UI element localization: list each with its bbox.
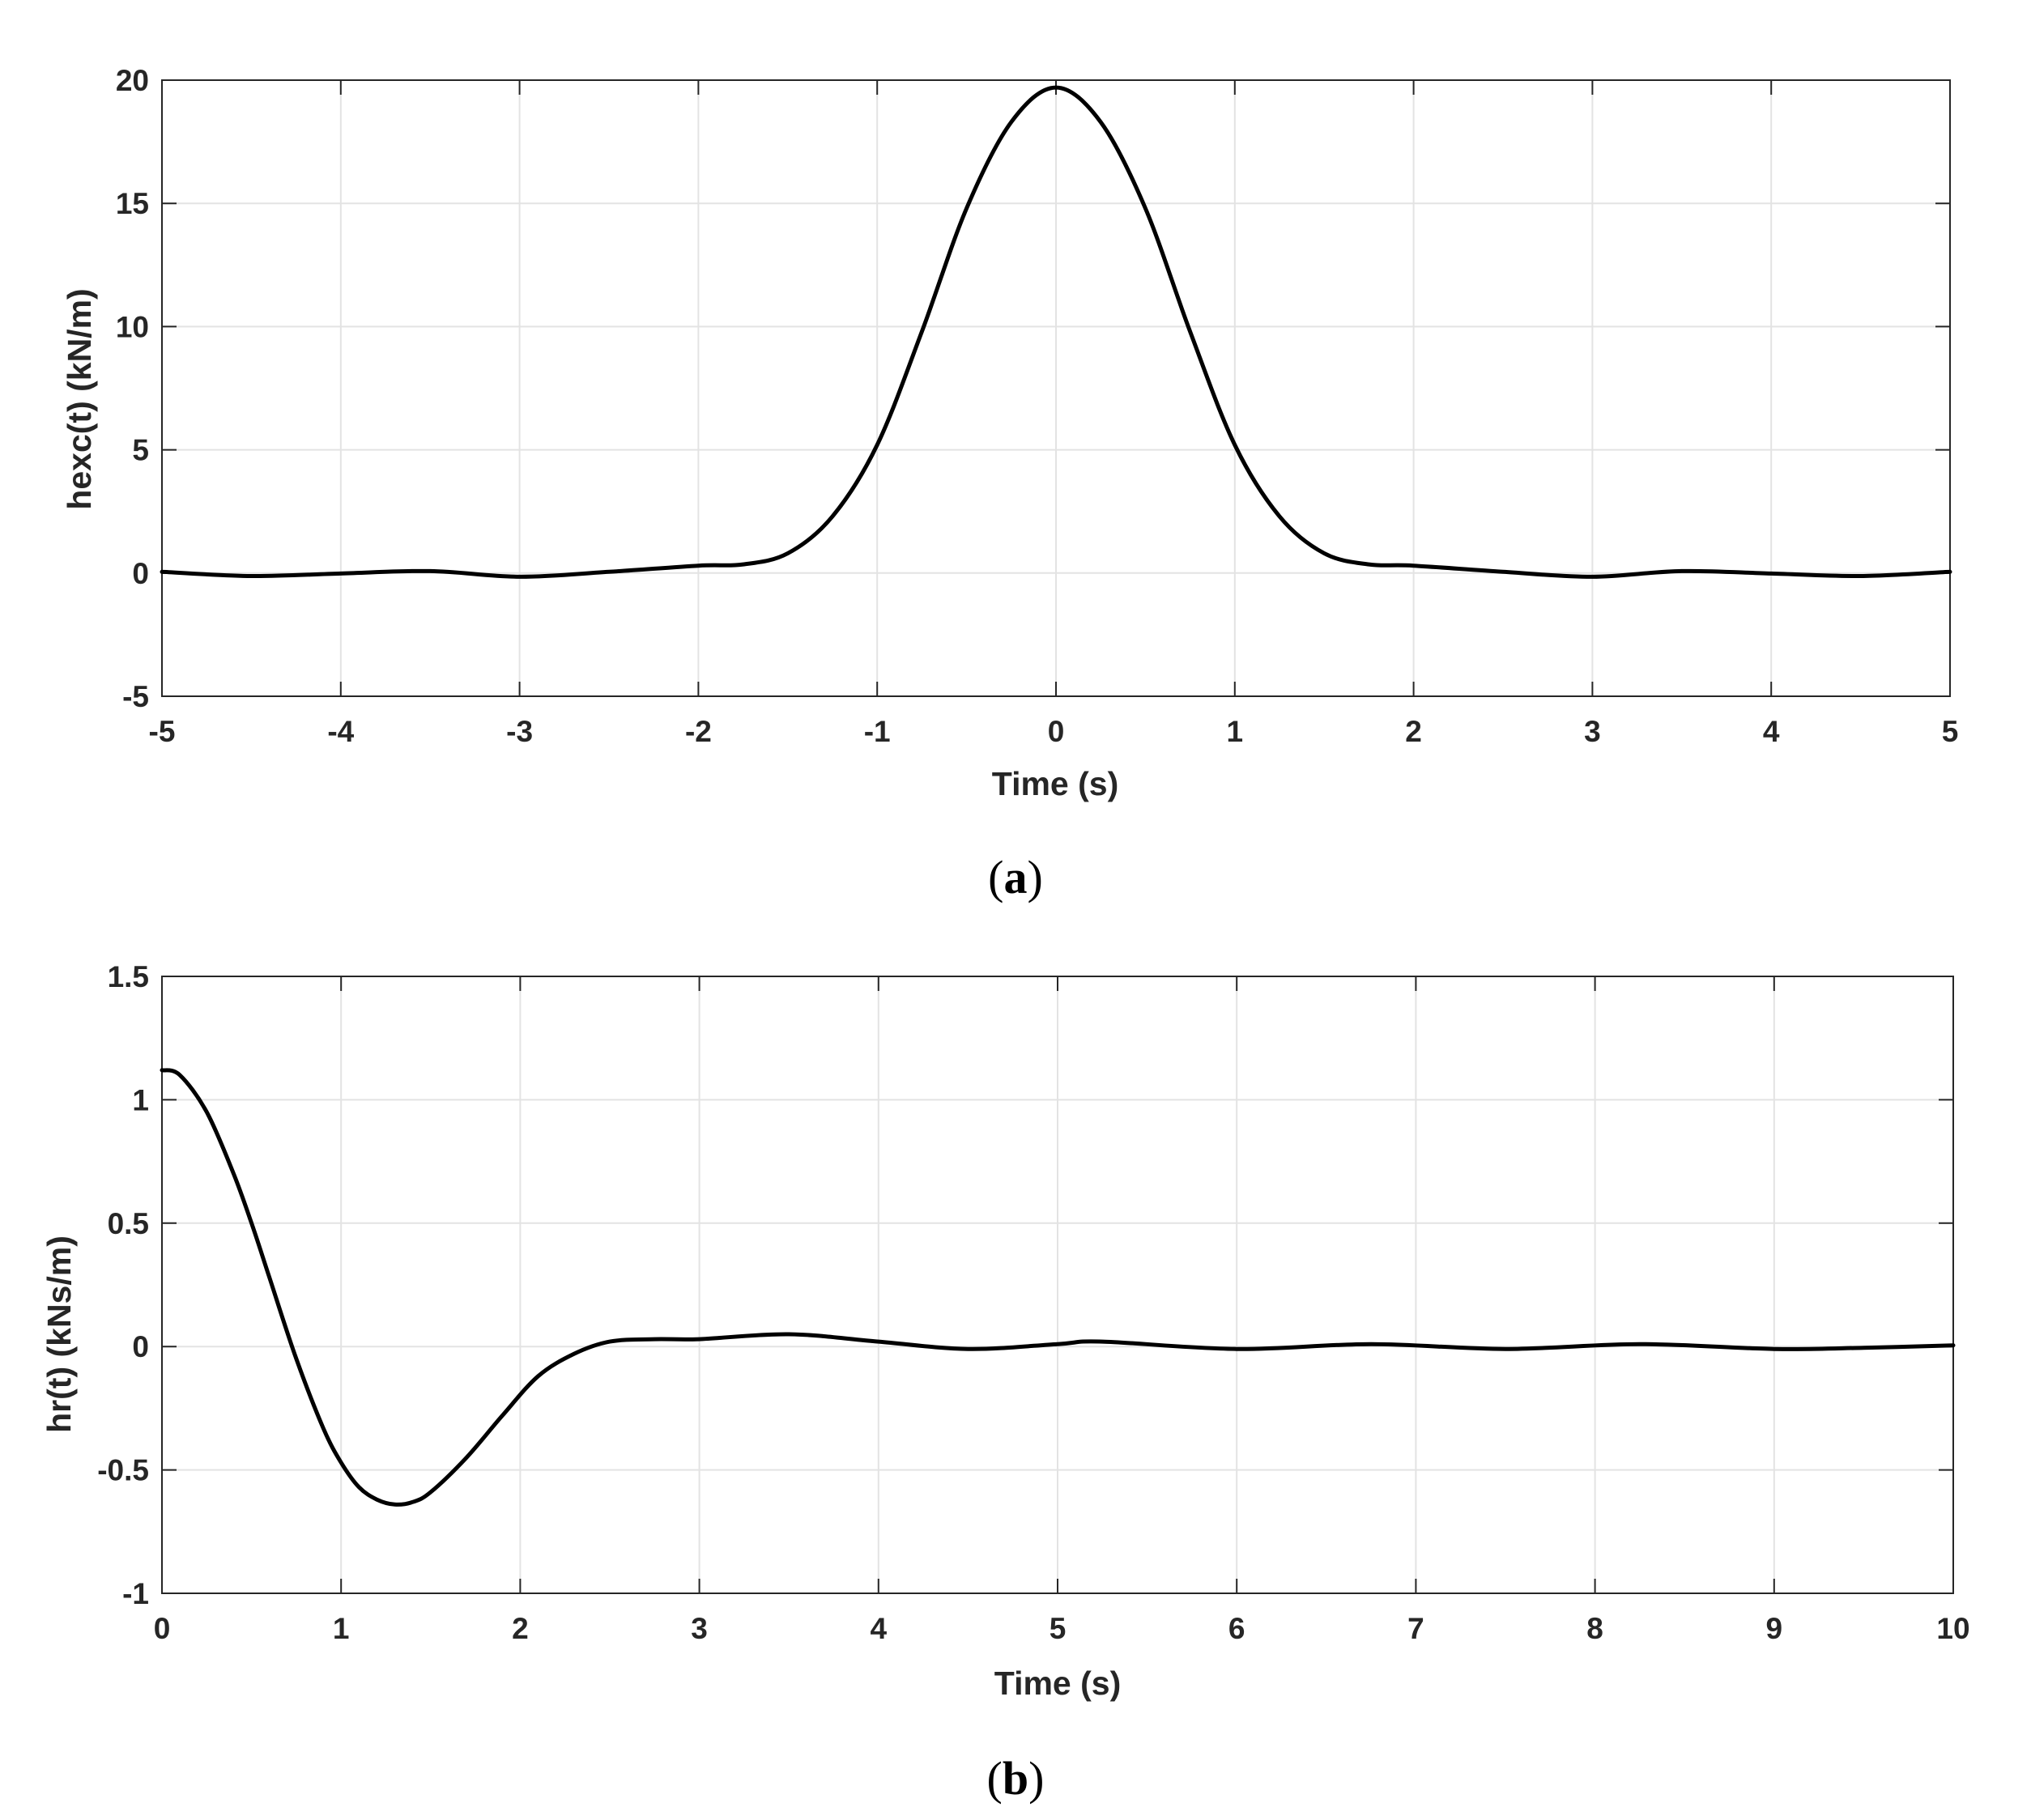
panel-b-chart: 0 1 2 3 4 5 6 7 8 9 10 -1 -0.5 0 0.5 1 1.5 Time (s) hr(t… [40,960,1970,1805]
x-tick-label-a-4: -1 [864,715,891,748]
panel-label-b: (b) [987,1752,1045,1805]
x-tick-label-a-9: 4 [1763,715,1780,748]
grid-a [161,79,1951,697]
y-tick-label-b-0: -1 [122,1577,149,1610]
x-tick-label-b-5: 5 [1050,1612,1067,1645]
y-tick-label-b-4: 1 [132,1083,149,1116]
x-tick-label-b-3: 3 [691,1612,708,1645]
y-tick-label-a-1: 0 [132,557,149,590]
panel-label-a-open: ( [988,851,1003,904]
x-axis-label-b: Time (s) [994,1665,1121,1702]
y-tick-label-a-3: 10 [116,310,149,343]
x-tick-label-b-8: 8 [1586,1612,1603,1645]
y-tick-label-a-4: 15 [116,187,149,220]
panel-label-a-letter: a [1004,851,1028,904]
x-axis-label-a: Time (s) [992,765,1118,802]
y-tick-label-a-5: 20 [116,64,149,97]
ticks-b: 0 1 2 3 4 5 6 7 8 9 10 -1 -0.5 0 0.5 1 1.5 [97,960,1969,1645]
x-tick-label-a-3: -2 [685,715,712,748]
panel-label-a-close: ) [1028,851,1043,904]
panel-a-chart: -5 -4 -3 -2 -1 0 1 2 3 4 5 -5 0 5 10 15 20 Time (s) hexc… [61,64,1958,904]
x-tick-label-b-7: 7 [1407,1612,1424,1645]
y-tick-label-a-2: 5 [132,434,149,467]
y-tick-label-b-5: 1.5 [108,960,149,993]
x-tick-label-b-2: 2 [512,1612,529,1645]
x-tick-label-b-0: 0 [154,1612,171,1645]
x-tick-label-a-7: 2 [1405,715,1422,748]
series-line-a [160,85,1952,579]
panel-label-b-open: ( [987,1752,1003,1805]
panel-label-b-close: ) [1028,1752,1044,1805]
x-tick-label-a-1: -4 [327,715,354,748]
x-tick-label-a-2: -3 [506,715,533,748]
panel-label-a: (a) [988,851,1043,904]
x-tick-label-a-5: 0 [1048,715,1065,748]
x-tick-label-a-8: 3 [1584,715,1601,748]
y-axis-label-a: hexc(t) (kN/m) [61,288,98,509]
x-tick-label-b-10: 10 [1936,1612,1969,1645]
x-tick-label-b-1: 1 [333,1612,350,1645]
x-tick-label-b-6: 6 [1228,1612,1245,1645]
x-tick-label-a-10: 5 [1942,715,1959,748]
y-axis-label-b: hr(t) (kNs/m) [40,1235,78,1433]
grid-b [161,976,1954,1594]
x-tick-label-b-4: 4 [871,1612,888,1645]
series-line-b [160,1068,1956,1507]
y-tick-label-b-3: 0.5 [108,1207,149,1240]
x-tick-label-a-6: 1 [1227,715,1244,748]
x-tick-label-b-9: 9 [1766,1612,1783,1645]
x-tick-label-a-0: -5 [149,715,176,748]
ticks-a: -5 -4 -3 -2 -1 0 1 2 3 4 5 -5 0 5 10 15 20 [116,64,1958,748]
y-tick-label-a-0: -5 [122,680,149,713]
y-tick-label-b-1: -0.5 [97,1454,149,1487]
y-tick-label-b-2: 0 [132,1330,149,1363]
panel-label-b-letter: b [1003,1752,1028,1805]
